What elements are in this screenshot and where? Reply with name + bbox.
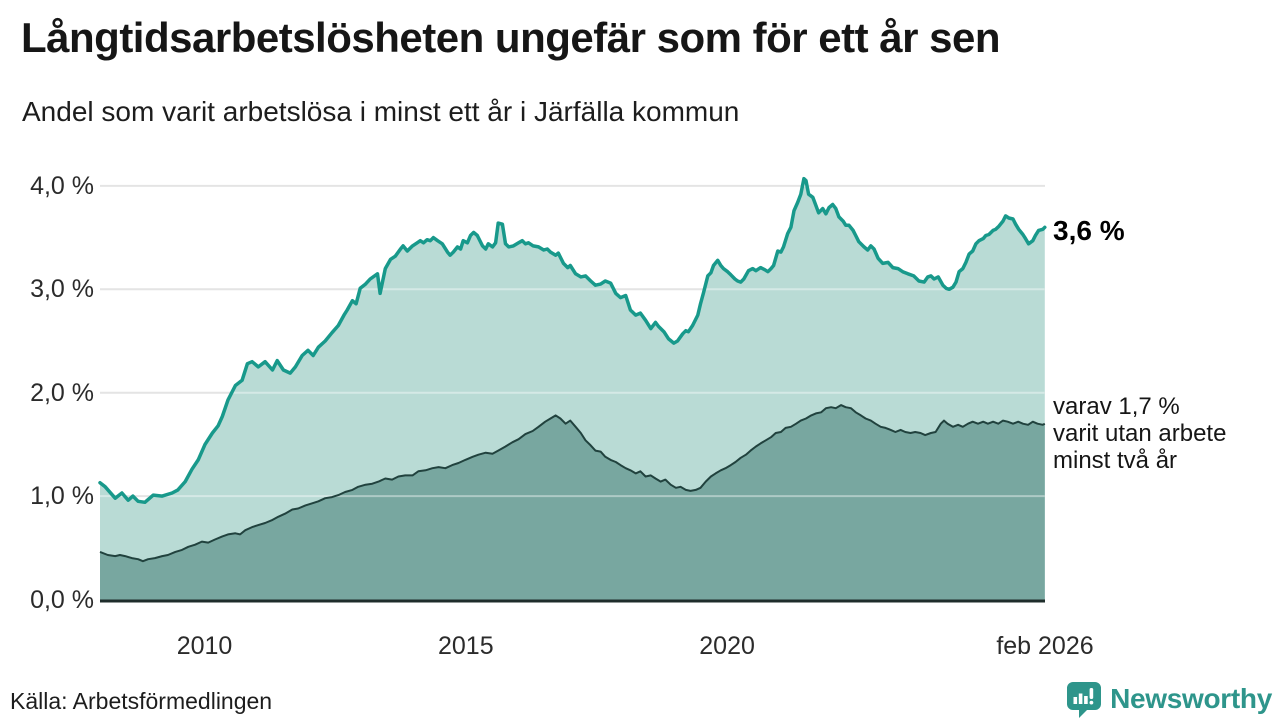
y-tick-label: 3,0 % xyxy=(30,275,94,304)
two-year-annotation-line1: varav 1,7 % xyxy=(1053,393,1180,420)
source-caption: Källa: Arbetsförmedlingen xyxy=(10,688,273,714)
newsworthy-logo: Newsworthy xyxy=(1065,680,1272,718)
line-two-year xyxy=(99,404,1046,563)
x-tick-label: feb 2026 xyxy=(996,632,1094,660)
y-tick-label: 2,0 % xyxy=(30,378,94,407)
chart-subtitle: Andel som varit arbetslösa i minst ett å… xyxy=(22,96,740,127)
newsworthy-bubble-icon xyxy=(1067,682,1102,718)
two-year-annotation: varav 1,7 % varit utan arbete minst två … xyxy=(1053,393,1226,474)
line-total xyxy=(98,176,1047,505)
area-fill-two-year xyxy=(100,405,1045,600)
x-tick-label: 2020 xyxy=(699,632,755,660)
x-tick-label: 2015 xyxy=(438,632,494,660)
two-year-annotation-line3: minst två år xyxy=(1053,447,1178,474)
y-tick-label: 1,0 % xyxy=(30,482,94,511)
latest-value-label: 3,6 % xyxy=(1053,215,1125,246)
page-title: Långtidsarbetslösheten ungefär som för e… xyxy=(21,14,1001,61)
newsworthy-wordmark: Newsworthy xyxy=(1110,683,1272,714)
two-year-annotation-line2: varit utan arbete xyxy=(1053,420,1227,447)
x-tick-label: 2010 xyxy=(176,632,233,660)
y-tick-label: 4,0 % xyxy=(30,171,94,200)
y-tick-label: 0,0 % xyxy=(30,585,94,614)
